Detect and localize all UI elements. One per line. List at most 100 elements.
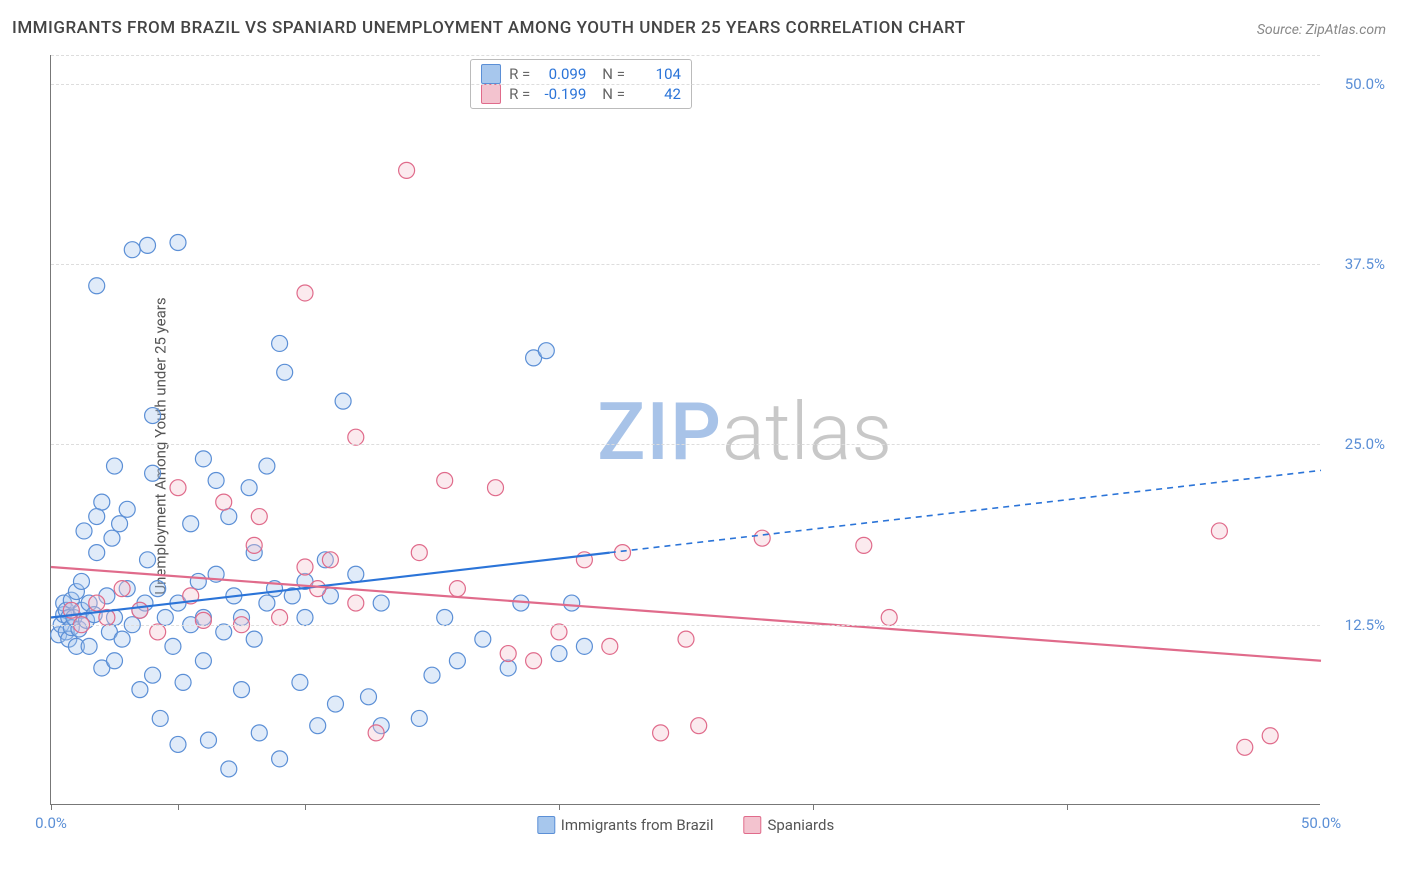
data-point-brazil (112, 516, 128, 532)
data-point-brazil (411, 710, 427, 726)
data-point-spaniards (348, 429, 364, 445)
data-point-brazil (195, 653, 211, 669)
plot-area: ZIPatlas R =0.099N =104R =-0.199N =42 Im… (50, 55, 1320, 805)
data-point-brazil (475, 631, 491, 647)
data-point-brazil (216, 624, 232, 640)
data-point-brazil (195, 451, 211, 467)
data-point-spaniards (216, 494, 232, 510)
data-point-brazil (272, 335, 288, 351)
data-point-spaniards (653, 725, 669, 741)
data-point-spaniards (615, 545, 631, 561)
data-point-brazil (310, 718, 326, 734)
x-tick (178, 804, 179, 810)
data-point-brazil (73, 573, 89, 589)
data-point-brazil (89, 545, 105, 561)
data-point-brazil (576, 638, 592, 654)
data-point-spaniards (368, 725, 384, 741)
chart-container: IMMIGRANTS FROM BRAZIL VS SPANIARD UNEMP… (0, 0, 1406, 892)
data-point-spaniards (488, 480, 504, 496)
data-point-spaniards (411, 545, 427, 561)
data-point-brazil (246, 631, 262, 647)
x-tick (813, 804, 814, 810)
data-point-spaniards (251, 509, 267, 525)
data-point-brazil (500, 660, 516, 676)
data-point-brazil (140, 552, 156, 568)
stat-row-brazil: R =0.099N =104 (481, 64, 681, 84)
x-tick (559, 804, 560, 810)
y-tick-label: 25.0% (1345, 435, 1385, 453)
data-point-brazil (107, 458, 123, 474)
data-point-brazil (234, 682, 250, 698)
x-axis-legend: Immigrants from BrazilSpaniards (537, 816, 834, 834)
data-point-brazil (104, 530, 120, 546)
data-point-brazil (81, 638, 97, 654)
data-point-brazil (107, 653, 123, 669)
data-point-brazil (89, 278, 105, 294)
data-point-brazil (251, 725, 267, 741)
data-point-brazil (76, 523, 92, 539)
data-point-spaniards (881, 610, 897, 626)
data-point-spaniards (348, 595, 364, 611)
data-point-brazil (373, 595, 389, 611)
legend-swatch-icon (743, 816, 761, 834)
legend-swatch-icon (481, 64, 501, 84)
data-point-brazil (221, 761, 237, 777)
data-point-brazil (175, 674, 191, 690)
data-point-brazil (449, 653, 465, 669)
data-point-spaniards (322, 552, 338, 568)
data-point-brazil (145, 465, 161, 481)
data-point-spaniards (195, 612, 211, 628)
data-point-brazil (183, 516, 199, 532)
data-point-brazil (119, 501, 135, 517)
data-point-spaniards (437, 472, 453, 488)
data-point-spaniards (150, 624, 166, 640)
data-point-spaniards (526, 653, 542, 669)
x-tick (51, 804, 52, 810)
data-point-spaniards (856, 537, 872, 553)
gridline-h (51, 264, 1320, 265)
data-point-spaniards (1262, 728, 1278, 744)
data-point-brazil (292, 674, 308, 690)
data-point-spaniards (1211, 523, 1227, 539)
data-point-spaniards (132, 602, 148, 618)
data-point-spaniards (500, 646, 516, 662)
data-point-spaniards (246, 537, 262, 553)
data-point-brazil (200, 732, 216, 748)
data-point-spaniards (297, 285, 313, 301)
data-point-brazil (538, 343, 554, 359)
data-point-spaniards (754, 530, 770, 546)
data-point-brazil (277, 364, 293, 380)
y-tick-label: 12.5% (1345, 616, 1385, 634)
gridline-h (51, 444, 1320, 445)
data-point-brazil (424, 667, 440, 683)
data-point-brazil (272, 751, 288, 767)
data-point-brazil (132, 682, 148, 698)
data-point-spaniards (551, 624, 567, 640)
data-point-brazil (361, 689, 377, 705)
stat-row-spaniards: R =-0.199N =42 (481, 84, 681, 104)
data-point-brazil (145, 408, 161, 424)
x-tick-label: 0.0% (35, 814, 67, 832)
gridline-h (51, 55, 1320, 56)
data-point-brazil (150, 581, 166, 597)
scatter-svg (51, 55, 1321, 805)
gridline-h (51, 84, 1320, 85)
data-point-spaniards (449, 581, 465, 597)
data-point-spaniards (170, 480, 186, 496)
data-point-brazil (157, 610, 173, 626)
data-point-brazil (114, 631, 130, 647)
data-point-brazil (170, 235, 186, 251)
data-point-brazil (170, 736, 186, 752)
x-tick (305, 804, 306, 810)
stat-text: R =0.099N =104 (509, 65, 681, 83)
data-point-brazil (190, 573, 206, 589)
data-point-brazil (221, 509, 237, 525)
legend-label: Spaniards (767, 816, 834, 834)
x-tick-label: 50.0% (1301, 814, 1341, 832)
data-point-brazil (564, 595, 580, 611)
data-point-brazil (165, 638, 181, 654)
data-point-brazil (348, 566, 364, 582)
data-point-spaniards (114, 581, 130, 597)
data-point-brazil (327, 696, 343, 712)
data-point-brazil (259, 458, 275, 474)
